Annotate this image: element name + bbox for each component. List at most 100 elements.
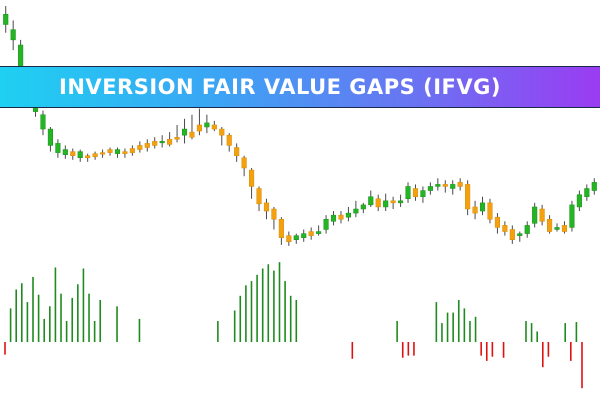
candle <box>420 186 426 203</box>
candle <box>532 202 538 228</box>
candle-body <box>293 235 299 240</box>
candle <box>144 139 150 152</box>
banner-title: INVERSION FAIR VALUE GAPS (IFVG) <box>59 75 501 99</box>
candle-body <box>249 169 255 187</box>
candle <box>196 108 202 136</box>
candle-body <box>412 188 419 197</box>
candle-body <box>256 188 262 205</box>
candle-body <box>465 184 471 210</box>
candle <box>219 127 225 146</box>
candle <box>576 190 582 212</box>
candle-body <box>584 188 590 197</box>
candle-body <box>509 229 515 240</box>
candle <box>226 133 232 152</box>
candle <box>10 20 16 51</box>
candle <box>152 137 158 149</box>
candle <box>77 149 83 162</box>
candle-body <box>576 194 582 208</box>
candle <box>55 139 61 158</box>
candle <box>47 127 53 152</box>
candle-body <box>159 141 165 144</box>
candle-body <box>308 231 314 236</box>
candle <box>584 184 590 201</box>
candle-body <box>330 214 337 222</box>
candle-body <box>234 147 240 156</box>
candle <box>330 211 337 226</box>
candle-body <box>517 233 523 236</box>
candle <box>263 198 270 220</box>
candle-body <box>368 196 374 206</box>
candle <box>3 6 9 33</box>
candle <box>40 110 46 136</box>
candle-body <box>40 114 46 130</box>
candle <box>398 194 404 207</box>
candle-body <box>3 14 9 25</box>
candle-body <box>561 225 568 232</box>
candle-body <box>591 182 597 191</box>
title-banner: INVERSION FAIR VALUE GAPS (IFVG) <box>0 66 600 108</box>
candle <box>487 198 493 224</box>
candle-body <box>196 124 202 132</box>
candle <box>360 202 366 214</box>
candle-body <box>487 202 493 220</box>
candle <box>278 217 284 245</box>
candle-body <box>85 155 91 158</box>
candle-body <box>92 153 98 157</box>
candle <box>375 194 381 212</box>
candle <box>554 223 560 232</box>
candle-body <box>219 128 225 136</box>
candle-body <box>122 151 128 154</box>
candle <box>450 180 456 195</box>
candle <box>122 148 128 158</box>
candle <box>129 145 135 156</box>
candle-body <box>457 182 463 187</box>
candle-body <box>435 184 441 187</box>
candle-body <box>70 151 76 156</box>
candle-body <box>152 141 158 146</box>
candle <box>435 178 441 191</box>
candle-body <box>547 219 553 232</box>
candle <box>427 182 433 195</box>
candle-body <box>524 225 530 234</box>
candle <box>159 135 165 148</box>
candle-body <box>137 145 143 150</box>
candle-body <box>494 216 500 228</box>
candle-body <box>181 128 188 136</box>
candle-body <box>10 29 16 41</box>
candle <box>107 147 113 156</box>
candle <box>345 206 351 222</box>
candle <box>85 153 91 162</box>
candle <box>271 206 277 230</box>
price-candlestick-chart <box>3 6 597 246</box>
candle <box>457 178 463 191</box>
candle-body <box>107 149 113 153</box>
candle <box>517 231 523 242</box>
candle-body <box>263 202 270 212</box>
candle <box>308 227 314 240</box>
candle-body <box>278 219 284 238</box>
candle <box>412 184 419 201</box>
candle-body <box>211 124 217 130</box>
candle <box>479 196 486 216</box>
candle-body <box>47 128 53 146</box>
candle-body <box>271 208 277 220</box>
candle <box>323 215 329 234</box>
candle <box>353 200 359 218</box>
candle <box>293 233 299 244</box>
candle-body <box>375 198 381 208</box>
candle <box>114 147 121 158</box>
candle <box>390 196 396 209</box>
candle-body <box>398 200 404 204</box>
candle-body <box>405 186 411 199</box>
candle-body <box>353 208 359 214</box>
candle-body <box>360 204 366 210</box>
candle-body <box>204 122 210 128</box>
candle <box>256 186 262 212</box>
candle <box>494 213 500 234</box>
candle <box>524 221 530 238</box>
candle <box>100 149 106 158</box>
candle-body <box>129 148 135 153</box>
candle-body <box>316 231 322 234</box>
candle-body <box>345 212 351 218</box>
candle <box>137 141 143 153</box>
